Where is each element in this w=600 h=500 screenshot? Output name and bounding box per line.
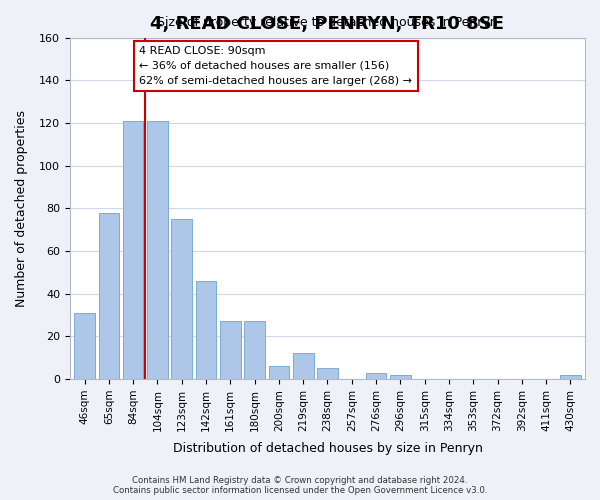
Text: Size of property relative to detached houses in Penryn: Size of property relative to detached ho… xyxy=(157,16,498,29)
Title: 4, READ CLOSE, PENRYN, TR10 8SE: 4, READ CLOSE, PENRYN, TR10 8SE xyxy=(151,16,505,34)
Bar xyxy=(317,368,338,379)
Text: 4 READ CLOSE: 90sqm
← 36% of detached houses are smaller (156)
62% of semi-detac: 4 READ CLOSE: 90sqm ← 36% of detached ho… xyxy=(139,46,412,86)
Bar xyxy=(244,322,265,379)
Bar xyxy=(74,313,95,379)
X-axis label: Distribution of detached houses by size in Penryn: Distribution of detached houses by size … xyxy=(173,442,482,455)
Y-axis label: Number of detached properties: Number of detached properties xyxy=(15,110,28,307)
Bar xyxy=(293,354,314,379)
Bar xyxy=(366,372,386,379)
Bar xyxy=(98,212,119,379)
Bar xyxy=(147,121,168,379)
Bar xyxy=(390,375,410,379)
Bar xyxy=(123,121,143,379)
Bar xyxy=(196,281,217,379)
Bar xyxy=(172,219,192,379)
Text: Contains HM Land Registry data © Crown copyright and database right 2024.
Contai: Contains HM Land Registry data © Crown c… xyxy=(113,476,487,495)
Bar xyxy=(560,375,581,379)
Bar xyxy=(269,366,289,379)
Bar xyxy=(220,322,241,379)
